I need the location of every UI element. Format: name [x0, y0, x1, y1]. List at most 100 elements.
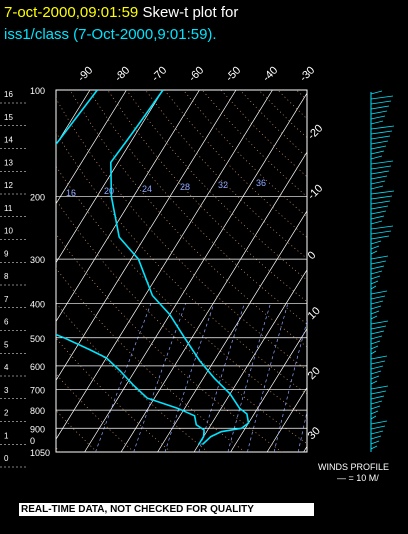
height-tick-label: 2	[4, 409, 9, 418]
isotherm-line	[266, 386, 307, 452]
wind-barb	[370, 305, 382, 310]
dry-adiabat	[56, 410, 98, 452]
wind-barb	[370, 380, 378, 385]
dry-adiabat	[56, 267, 246, 452]
isotherm-lines	[56, 90, 408, 452]
dry-adiabat	[56, 199, 307, 445]
winds-profile-label: WINDS PROFILE	[318, 462, 390, 472]
wind-barb	[370, 330, 385, 335]
mixing-ratio-label: 36	[256, 178, 266, 188]
pressure-tick-label: 400	[30, 299, 45, 309]
dry-adiabat	[315, 90, 408, 452]
isotherm-line	[84, 92, 307, 452]
dry-adiabat-lines	[56, 90, 408, 452]
isotherm-line	[340, 90, 408, 452]
height-tick-label: 0	[4, 454, 9, 463]
wind-barb	[370, 415, 377, 420]
isotherm-line	[56, 90, 237, 381]
mixing-ratio-label: 24	[142, 184, 152, 194]
height-tick-label: 6	[4, 318, 9, 327]
wind-barb	[370, 255, 389, 260]
wind-barb	[370, 130, 393, 135]
height-tick-label: 12	[4, 181, 13, 190]
wind-barb	[370, 320, 389, 325]
wind-barb	[370, 235, 390, 240]
dry-adiabat	[220, 90, 307, 178]
wind-barb	[370, 355, 388, 360]
height-tick-label: 3	[4, 386, 9, 395]
mixing-ratio-line	[164, 303, 215, 452]
height-tick-label: 8	[4, 272, 9, 281]
dry-adiabat	[277, 90, 307, 120]
temperature-trace	[109, 90, 250, 446]
chart-subtitle: iss1/class (7-Oct-2000,9:01:59).	[4, 26, 217, 43]
wind-barb	[370, 165, 392, 170]
wind-barb	[370, 400, 383, 405]
chart-title: 7-oct-2000,09:01:59 Skew-t plot for	[4, 4, 238, 21]
dry-adiabat	[56, 373, 135, 452]
dry-adiabat	[88, 90, 307, 325]
dry-adiabat	[56, 97, 307, 371]
isotherm-top-label: -90	[76, 64, 96, 84]
wind-barb	[370, 290, 388, 295]
dry-adiabat	[56, 131, 307, 395]
wind-barb	[370, 405, 381, 410]
height-tick-label: 4	[4, 363, 9, 372]
wind-barb	[370, 265, 385, 270]
pressure-zero-label: 0	[30, 436, 35, 446]
pressure-tick-label: 100	[30, 86, 45, 96]
wind-barb	[370, 205, 389, 210]
wind-barb	[370, 280, 379, 285]
plot-frame	[55, 89, 308, 453]
wind-barb	[370, 245, 380, 250]
wind-barb	[370, 345, 379, 350]
mixing-ratio-label: 32	[218, 180, 228, 190]
dry-adiabat	[126, 90, 307, 281]
height-tick-label: 11	[4, 204, 13, 213]
winds-scale-label: — = 10 M/	[337, 473, 379, 483]
wind-barb	[370, 185, 384, 190]
isotherm-line	[303, 445, 307, 452]
wind-barb	[370, 100, 392, 105]
isotherm-line	[230, 328, 307, 452]
height-tick-label: 16	[4, 90, 13, 99]
isotherm-line	[157, 210, 307, 452]
isotherm-line	[193, 269, 307, 452]
dry-adiabat	[56, 233, 283, 452]
wind-barb	[370, 145, 387, 150]
mixing-ratio-line	[273, 319, 307, 452]
wind-barb	[370, 180, 386, 185]
wind-barb	[370, 140, 389, 145]
wind-barb	[370, 440, 380, 445]
wind-barb	[370, 375, 380, 380]
wind-barb	[370, 175, 388, 180]
height-tick-label: 13	[4, 158, 13, 167]
mixing-ratio-label: 16	[66, 188, 76, 198]
wind-barb	[370, 215, 385, 220]
height-tick-label: 1	[4, 431, 9, 440]
isotherm-top-label: -70	[150, 64, 170, 84]
height-tick-label: 9	[4, 249, 9, 258]
wind-barb	[370, 310, 380, 315]
mixing-ratio-label: 28	[180, 182, 190, 192]
pressure-lines	[56, 196, 307, 429]
wind-barb	[370, 150, 385, 155]
title-suffix: Skew-t plot for	[142, 4, 239, 21]
height-tick-label: 15	[4, 113, 13, 122]
wind-barb	[370, 435, 382, 440]
isotherm-top-label: -40	[261, 64, 281, 84]
height-tick-label: 5	[4, 340, 9, 349]
wind-barb	[370, 260, 387, 265]
pressure-tick-label: 600	[30, 362, 45, 372]
wind-barb	[370, 135, 391, 140]
wind-barb	[370, 285, 377, 290]
isotherm-top-label: -30	[298, 64, 318, 84]
wind-barb	[370, 395, 385, 400]
wind-barb	[370, 360, 386, 365]
wind-barb	[370, 230, 392, 235]
isotherm-right-label: 10	[306, 305, 323, 322]
dry-adiabat	[56, 302, 209, 452]
isotherm-line	[56, 90, 273, 440]
height-tick-label: 7	[4, 295, 9, 304]
wind-barb	[370, 220, 383, 225]
